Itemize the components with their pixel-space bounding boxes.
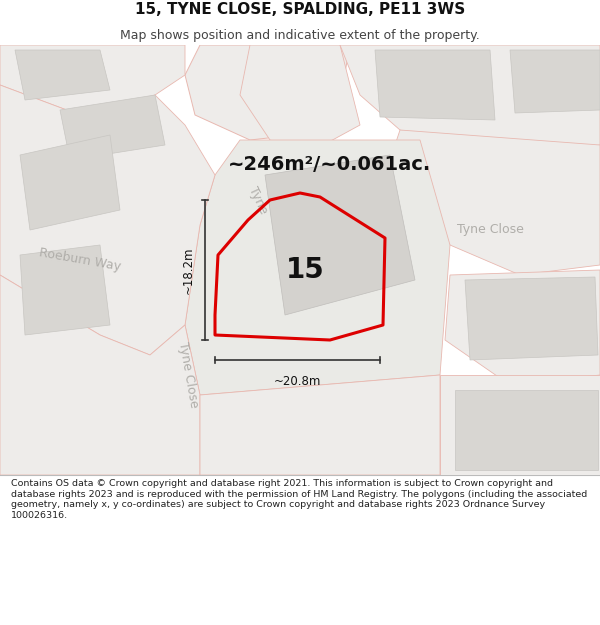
Polygon shape — [20, 135, 120, 230]
Polygon shape — [465, 277, 598, 360]
Text: Tyne Close: Tyne Close — [457, 224, 523, 236]
Polygon shape — [510, 50, 600, 113]
Text: Tyne: Tyne — [246, 184, 270, 216]
Text: 15: 15 — [286, 256, 325, 284]
Text: Contains OS data © Crown copyright and database right 2021. This information is : Contains OS data © Crown copyright and d… — [11, 479, 587, 520]
Text: Roeburn Way: Roeburn Way — [38, 246, 122, 274]
Polygon shape — [185, 45, 350, 140]
Polygon shape — [265, 155, 415, 315]
Text: Map shows position and indicative extent of the property.: Map shows position and indicative extent… — [120, 29, 480, 42]
Polygon shape — [20, 245, 110, 335]
Polygon shape — [445, 270, 600, 385]
Polygon shape — [200, 375, 440, 475]
Polygon shape — [60, 95, 165, 160]
Polygon shape — [390, 130, 600, 275]
Text: 15, TYNE CLOSE, SPALDING, PE11 3WS: 15, TYNE CLOSE, SPALDING, PE11 3WS — [135, 2, 465, 18]
Polygon shape — [340, 45, 600, 165]
Polygon shape — [185, 140, 450, 395]
Text: ~246m²/~0.061ac.: ~246m²/~0.061ac. — [229, 156, 431, 174]
Text: ~18.2m: ~18.2m — [182, 246, 195, 294]
Polygon shape — [375, 50, 495, 120]
Polygon shape — [240, 45, 360, 155]
Polygon shape — [0, 275, 200, 475]
Polygon shape — [0, 85, 215, 355]
Text: Tyne Close: Tyne Close — [176, 341, 200, 409]
Text: ~20.8m: ~20.8m — [274, 375, 321, 388]
Polygon shape — [455, 390, 598, 470]
Polygon shape — [15, 50, 110, 100]
Polygon shape — [440, 375, 600, 475]
Polygon shape — [0, 45, 185, 115]
